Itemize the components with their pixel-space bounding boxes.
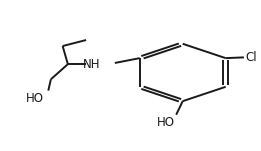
Text: HO: HO xyxy=(157,116,175,129)
Text: NH: NH xyxy=(83,58,100,71)
Text: Cl: Cl xyxy=(245,51,257,64)
Text: HO: HO xyxy=(26,92,44,105)
